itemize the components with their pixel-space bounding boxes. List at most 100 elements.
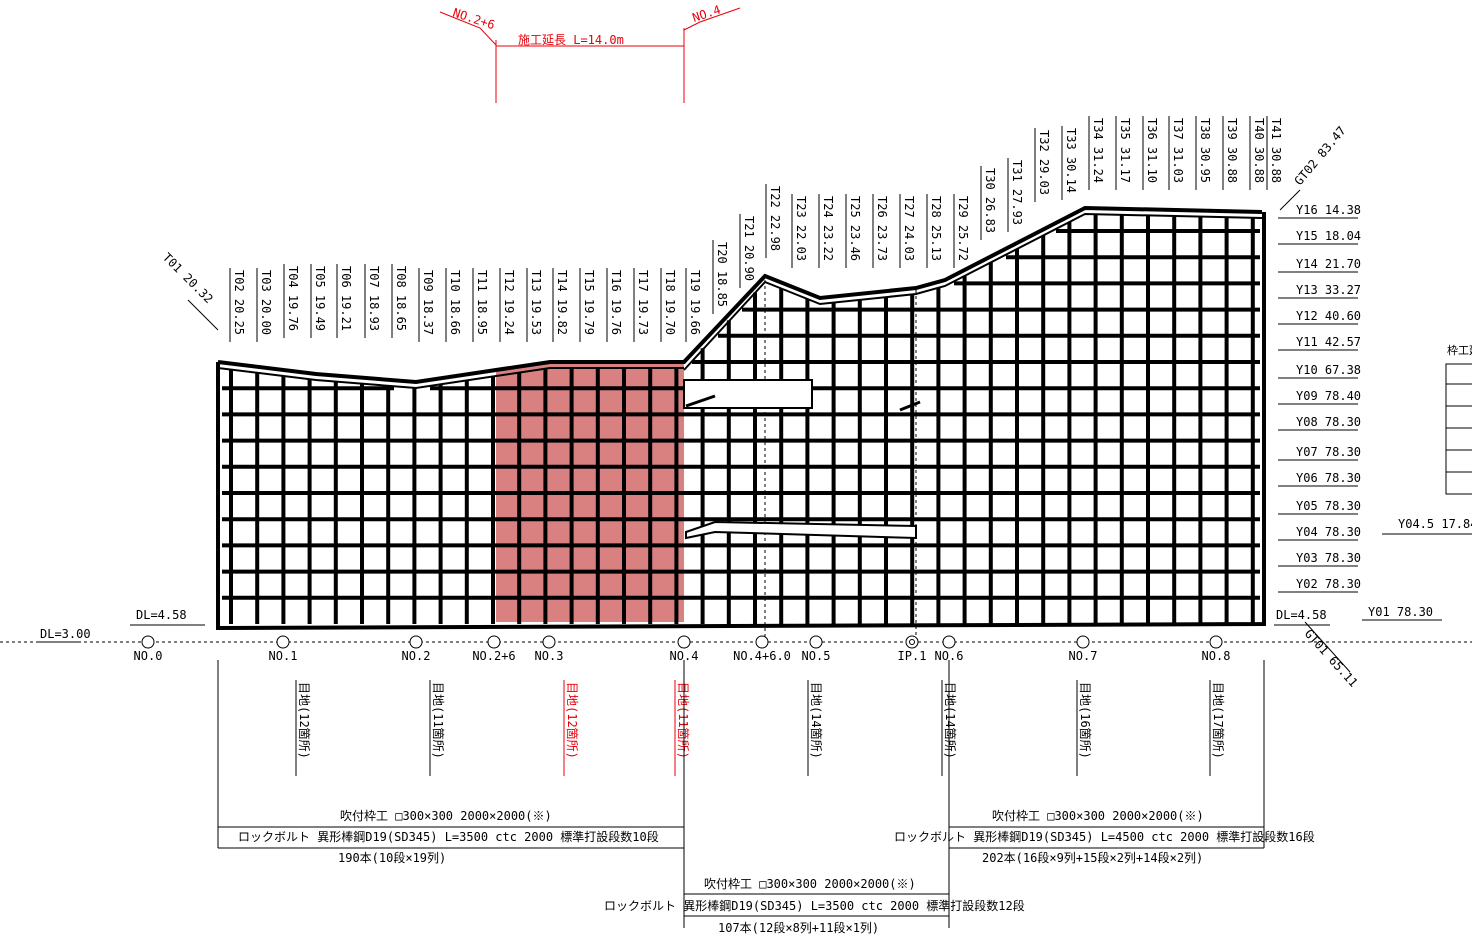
top-label: T05 19.49 xyxy=(313,266,327,331)
top-label: T21 20.90 xyxy=(742,216,756,281)
right-label: Y02 78.30 xyxy=(1296,577,1361,591)
dl-label-right: DL=4.58 xyxy=(1276,608,1327,622)
top-label: T34 31.24 xyxy=(1091,118,1105,183)
right-label: Y08 78.30 xyxy=(1296,415,1361,429)
top-label: T32 29.03 xyxy=(1037,130,1051,195)
station-marker xyxy=(141,635,155,649)
gt01-label: GT01 65.11 xyxy=(1302,627,1361,690)
right-label: Y14 21.70 xyxy=(1296,257,1361,271)
top-label: T15 19.79 xyxy=(582,270,596,335)
top-label: T22 22.98 xyxy=(768,186,782,251)
right-label: Y05 78.30 xyxy=(1296,499,1361,513)
joint-label: 目地(16箇所) xyxy=(1078,682,1092,759)
station-marker xyxy=(1209,635,1223,649)
top-label: T41 30.88 xyxy=(1269,118,1283,183)
station-marker xyxy=(409,635,423,649)
note-right-frame: 吹付枠工 □300×300 2000×2000(※) xyxy=(992,809,1204,823)
top-label: T14 19.82 xyxy=(555,270,569,335)
joint-label: 目地(12箇所) xyxy=(565,682,579,759)
top-label: T11 18.95 xyxy=(475,270,489,335)
note-center-bolt: ロックボルト 異形棒鋼D19(SD345) L=3500 ctc 2000 標準… xyxy=(604,898,1025,913)
top-label: T24 23.22 xyxy=(821,196,835,261)
top-label: T25 23.46 xyxy=(848,196,862,261)
station-label: NO.3 xyxy=(535,649,564,663)
top-label: T38 30.95 xyxy=(1198,118,1212,183)
top-label: T26 23.73 xyxy=(875,196,889,261)
dl-label-base: DL=3.00 xyxy=(40,627,91,641)
right-label: Y06 78.30 xyxy=(1296,471,1361,485)
top-label: T13 19.53 xyxy=(529,270,543,335)
station-marker xyxy=(809,635,823,649)
station-marker xyxy=(487,635,501,649)
top-label: T30 26.83 xyxy=(983,168,997,233)
notes-right: 吹付枠工 □300×300 2000×2000(※) ロックボルト 異形棒鋼D1… xyxy=(894,809,1315,865)
station-markers: NO.0 NO.1 NO.2 NO.2+6 NO.3 NO.4 NO.4+6.0 NO.5 IP… xyxy=(134,635,1230,663)
top-label: T16 19.76 xyxy=(609,270,623,335)
note-left-bolt: ロックボルト 異形棒鋼D19(SD345) L=3500 ctc 2000 標準… xyxy=(238,829,659,844)
right-elevation-labels: Y16 14.38 Y15 18.04 Y14 21.70 Y13 33.27 Y12 … xyxy=(1278,203,1442,621)
top-label: T19 19.66 xyxy=(688,270,702,335)
right-label: Y03 78.30 xyxy=(1296,551,1361,565)
top-label: T28 25.13 xyxy=(929,196,943,261)
right-label: Y01 78.30 xyxy=(1368,605,1433,619)
right-label: Y12 40.60 xyxy=(1296,309,1361,323)
top-label: T23 22.03 xyxy=(794,196,808,261)
top-label: T07 18.93 xyxy=(367,266,381,331)
top-label: T01 20.32 xyxy=(160,250,216,306)
top-elevation-labels: T01 20.32 T02 20.25 T03 20.00 T04 19.76 T05 … xyxy=(160,116,1349,342)
top-label: T36 31.10 xyxy=(1145,118,1159,183)
right-label: Y16 14.38 xyxy=(1296,203,1361,217)
frame-table-title: 枠工延 xyxy=(1447,343,1472,357)
top-label: T03 20.00 xyxy=(259,270,273,335)
station-label: NO.2+6 xyxy=(472,649,515,663)
joint-label: 目地(12箇所) xyxy=(297,682,311,759)
top-label: T39 30.88 xyxy=(1225,118,1239,183)
right-label: Y11 42.57 xyxy=(1296,335,1361,349)
top-label: T04 19.76 xyxy=(286,266,300,331)
construction-length-header: NO.2+6 NO.4 施工延長 L=14.0m xyxy=(439,3,741,103)
top-label: T08 18.65 xyxy=(394,266,408,331)
top-label: T10 18.66 xyxy=(448,270,462,335)
top-label: T27 24.03 xyxy=(902,196,916,261)
top-label: T09 18.37 xyxy=(421,270,435,335)
joint-label: 目地(11箇所) xyxy=(676,682,690,759)
top-label: T20 18.85 xyxy=(715,242,729,307)
joint-label: 目地(17箇所) xyxy=(1211,682,1225,759)
station-label: NO.5 xyxy=(802,649,831,663)
extra-labels: Y04.5 17.84 GT01 65.11 xyxy=(1302,517,1472,690)
top-label: T40 30.88 xyxy=(1252,118,1266,183)
station-label-right: NO.4 xyxy=(691,3,723,25)
right-label: Y07 78.30 xyxy=(1296,445,1361,459)
station-label: NO.1 xyxy=(269,649,298,663)
top-label: T33 30.14 xyxy=(1064,128,1078,193)
station-label-left: NO.2+6 xyxy=(451,6,497,33)
station-marker xyxy=(276,635,290,649)
top-label: GT02 83.47 xyxy=(1292,124,1349,188)
station-label: IP.1 xyxy=(898,649,927,663)
notes-left: 吹付枠工 □300×300 2000×2000(※) ロックボルト 異形棒鋼D1… xyxy=(238,809,659,865)
note-center-frame: 吹付枠工 □300×300 2000×2000(※) xyxy=(704,877,916,891)
dimension-lines xyxy=(217,660,1265,928)
construction-length: 施工延長 L=14.0m xyxy=(518,33,624,47)
joint-label: 目地(14箇所) xyxy=(943,682,957,759)
station-marker xyxy=(942,635,956,649)
y045-label: Y04.5 17.84 xyxy=(1398,517,1472,531)
station-label: NO.0 xyxy=(134,649,163,663)
note-right-count: 202本(16段×9列+15段×2列+14段×2列) xyxy=(982,850,1203,865)
note-right-bolt: ロックボルト 異形棒鋼D19(SD345) L=4500 ctc 2000 標準… xyxy=(894,829,1315,844)
note-left-frame: 吹付枠工 □300×300 2000×2000(※) xyxy=(340,809,552,823)
station-label: NO.2 xyxy=(402,649,431,663)
dl-label-left: DL=4.58 xyxy=(136,608,187,622)
baseline: DL=4.58 DL=4.58 DL=3.00 xyxy=(0,608,1472,643)
top-label: T17 19.73 xyxy=(636,270,650,335)
station-marker xyxy=(905,635,919,649)
right-label: Y15 18.04 xyxy=(1296,229,1361,243)
station-label: NO.4 xyxy=(670,649,699,663)
notes-center: 吹付枠工 □300×300 2000×2000(※) ロックボルト 異形棒鋼D1… xyxy=(604,877,1025,935)
station-marker xyxy=(677,635,691,649)
station-label: NO.4+6.0 xyxy=(733,649,791,663)
frame-table: 枠工延 xyxy=(1445,343,1472,495)
top-label: T35 31.17 xyxy=(1118,118,1132,183)
station-marker xyxy=(1076,635,1090,649)
